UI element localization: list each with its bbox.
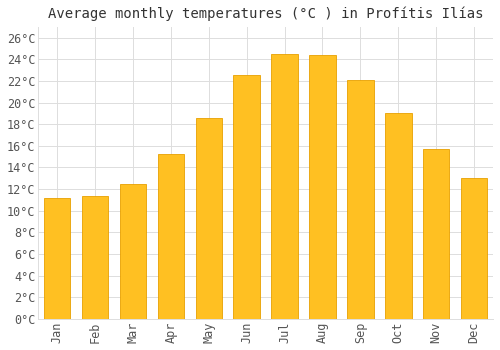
Bar [120,184,146,319]
Title: Average monthly temperatures (°C ) in Profítis Ilías: Average monthly temperatures (°C ) in Pr… [48,7,484,21]
Bar [82,196,108,319]
Bar [196,118,222,319]
Bar [234,76,260,319]
Bar [347,80,374,319]
Bar [309,55,336,319]
Bar [461,178,487,319]
Bar [158,154,184,319]
Bar [272,54,298,319]
Bar [423,149,450,319]
Bar [44,198,70,319]
Bar [385,113,411,319]
